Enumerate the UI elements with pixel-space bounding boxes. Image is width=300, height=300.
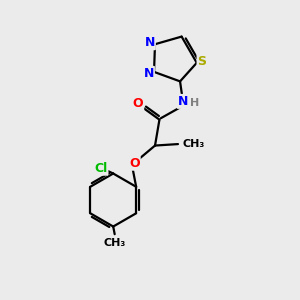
Text: CH₃: CH₃ <box>183 139 205 149</box>
Text: O: O <box>129 157 140 170</box>
Text: CH₃: CH₃ <box>103 238 126 248</box>
Text: H: H <box>190 98 199 108</box>
Text: Cl: Cl <box>94 162 107 175</box>
Text: O: O <box>133 97 143 110</box>
Text: N: N <box>143 67 154 80</box>
Text: S: S <box>198 55 207 68</box>
Text: N: N <box>145 36 155 49</box>
Text: N: N <box>178 95 188 108</box>
